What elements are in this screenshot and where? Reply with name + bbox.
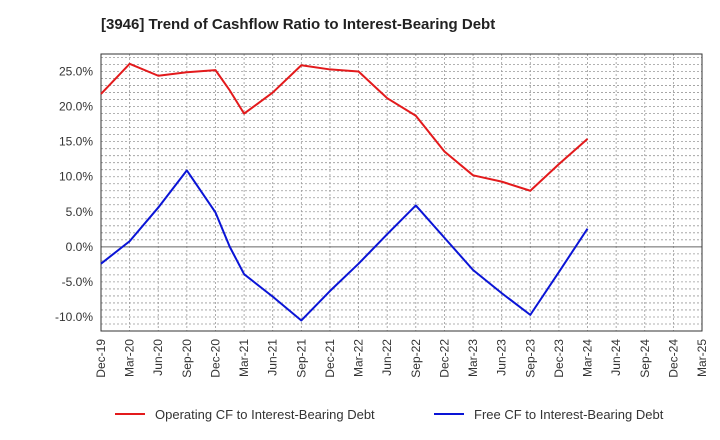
y-tick-label: -5.0% <box>62 275 94 289</box>
x-tick-label: Mar-20 <box>123 339 137 377</box>
y-tick-label: 0.0% <box>66 240 94 254</box>
y-tick-label: 5.0% <box>66 205 94 219</box>
x-tick-label: Jun-21 <box>266 339 280 376</box>
x-tick-label: Jun-22 <box>380 339 394 376</box>
x-tick-label: Jun-24 <box>609 339 623 376</box>
plot-area <box>101 54 702 331</box>
plot-border <box>100 53 703 332</box>
y-tick-label: 15.0% <box>59 135 93 149</box>
x-tick-label: Mar-22 <box>352 339 366 377</box>
legend-label-2: Free CF to Interest-Bearing Debt <box>474 407 664 422</box>
x-tick-label: Mar-21 <box>237 339 251 377</box>
y-tick-label: 25.0% <box>59 65 93 79</box>
x-tick-label: Mar-25 <box>695 339 709 377</box>
chart-title: [3946] Trend of Cashflow Ratio to Intere… <box>101 16 496 33</box>
x-tick-label: Sep-24 <box>638 339 652 378</box>
y-tick-label: 20.0% <box>59 100 93 114</box>
x-tick-label: Sep-23 <box>523 339 537 378</box>
x-tick-label: Dec-24 <box>666 339 680 378</box>
y-tick-label: -10.0% <box>55 310 93 324</box>
x-tick-label: Dec-23 <box>552 339 566 378</box>
series-line-2 <box>100 169 589 322</box>
x-tick-label: Dec-20 <box>208 339 222 378</box>
series-line-1 <box>100 62 589 192</box>
x-tick-label: Jun-20 <box>151 339 165 376</box>
x-tick-label: Sep-21 <box>294 339 308 378</box>
y-tick-label: 10.0% <box>59 170 93 184</box>
x-tick-label: Dec-21 <box>323 339 337 378</box>
x-tick-label: Mar-23 <box>466 339 480 377</box>
x-tick-label: Jun-23 <box>495 339 509 376</box>
x-tick-label: Dec-22 <box>437 339 451 378</box>
legend-label-1: Operating CF to Interest-Bearing Debt <box>155 407 375 422</box>
x-tick-label: Sep-22 <box>409 339 423 378</box>
x-tick-label: Sep-20 <box>180 339 194 378</box>
x-tick-label: Mar-24 <box>581 339 595 377</box>
x-tick-label: Dec-19 <box>94 339 108 378</box>
